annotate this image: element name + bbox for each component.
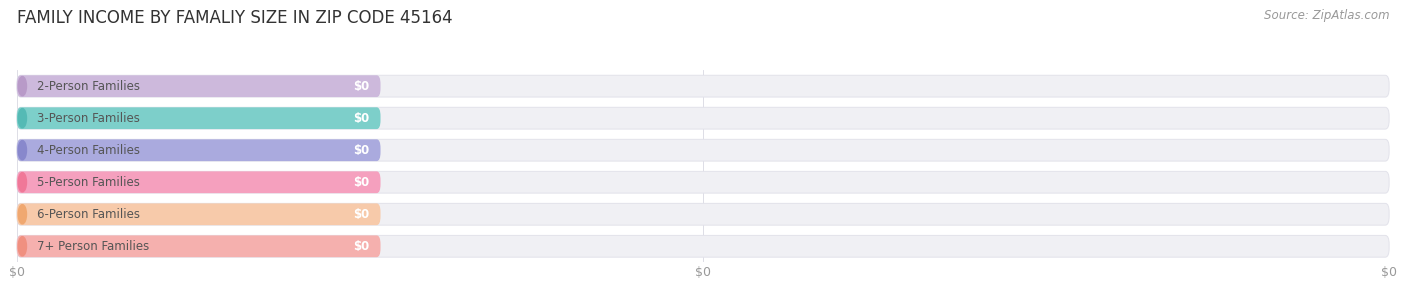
Circle shape <box>18 109 27 128</box>
FancyBboxPatch shape <box>17 235 381 257</box>
FancyBboxPatch shape <box>17 75 1389 97</box>
Text: 2-Person Families: 2-Person Families <box>38 80 141 93</box>
FancyBboxPatch shape <box>17 203 1389 225</box>
Circle shape <box>18 205 27 224</box>
FancyBboxPatch shape <box>17 139 1389 161</box>
Text: Source: ZipAtlas.com: Source: ZipAtlas.com <box>1264 9 1389 22</box>
Text: $0: $0 <box>353 240 370 253</box>
Text: 4-Person Families: 4-Person Families <box>38 144 141 157</box>
Text: FAMILY INCOME BY FAMALIY SIZE IN ZIP CODE 45164: FAMILY INCOME BY FAMALIY SIZE IN ZIP COD… <box>17 9 453 27</box>
Text: 6-Person Families: 6-Person Families <box>38 208 141 221</box>
FancyBboxPatch shape <box>17 107 1389 129</box>
Text: 5-Person Families: 5-Person Families <box>38 176 141 189</box>
Text: $0: $0 <box>353 208 370 221</box>
FancyBboxPatch shape <box>17 139 381 161</box>
Text: $0: $0 <box>353 176 370 189</box>
FancyBboxPatch shape <box>17 203 381 225</box>
Text: 3-Person Families: 3-Person Families <box>38 112 141 125</box>
Text: $0: $0 <box>353 144 370 157</box>
Circle shape <box>18 237 27 256</box>
FancyBboxPatch shape <box>17 75 381 97</box>
Text: $0: $0 <box>353 80 370 93</box>
FancyBboxPatch shape <box>17 171 1389 193</box>
Text: $0: $0 <box>353 112 370 125</box>
Circle shape <box>18 141 27 160</box>
FancyBboxPatch shape <box>17 171 381 193</box>
FancyBboxPatch shape <box>17 107 381 129</box>
Circle shape <box>18 77 27 96</box>
FancyBboxPatch shape <box>17 235 1389 257</box>
Circle shape <box>18 173 27 192</box>
Text: 7+ Person Families: 7+ Person Families <box>38 240 149 253</box>
